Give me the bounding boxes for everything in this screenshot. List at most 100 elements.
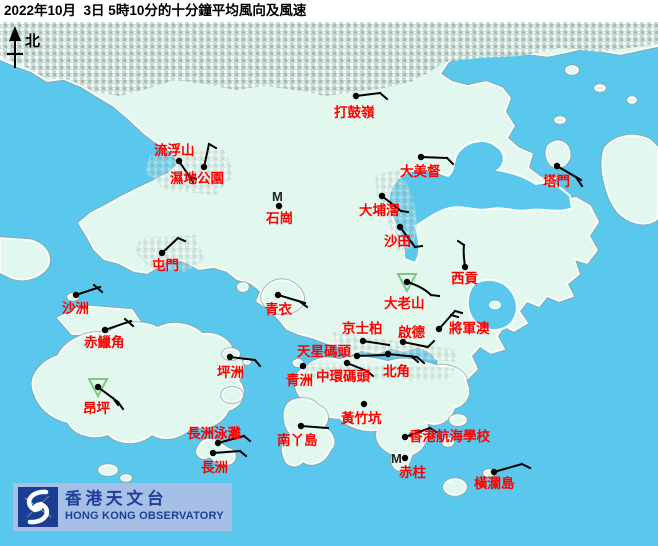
station-dot [299, 362, 307, 370]
wind-barb [74, 283, 104, 297]
station-dot [378, 192, 386, 200]
station-dot [200, 163, 208, 171]
wind-barb [276, 293, 309, 309]
hko-logo-icon [18, 487, 58, 527]
wind-barb [299, 424, 330, 430]
hko-banner: 香港天文台 HONG KONG OBSERVATORY [13, 483, 232, 531]
station-label-waglan-island: 橫瀾島 [474, 475, 515, 491]
station-dot [175, 157, 183, 165]
hko-name-en: HONG KONG OBSERVATORY [65, 510, 224, 522]
wind-barb [555, 164, 584, 188]
station-sha-chau [72, 283, 104, 299]
wind-barb [403, 426, 438, 439]
north-label: 北 [25, 33, 40, 50]
station-dot [352, 92, 360, 100]
station-dot [274, 291, 282, 299]
station-label-sai-kung: 西貢 [451, 271, 478, 286]
station-dot [297, 422, 305, 430]
station-dot [384, 350, 392, 358]
tolo-harbour [387, 140, 574, 265]
page-title: 2022年10月 3日 5時10分的十分鐘平均風向及風速 [0, 0, 658, 22]
station-sai-kung [456, 239, 469, 271]
station-ta-kwu-ling [352, 91, 389, 101]
station-label-chek-lap-kok: 赤鱲角 [84, 334, 125, 350]
station-label-stanley: 赤柱 [399, 464, 426, 480]
station-label-central-pier: 中環碼頭 [316, 368, 370, 384]
north-arrow: 北 [7, 26, 40, 68]
wind-barb [354, 91, 389, 101]
station-label-green-island: 青洲 [286, 372, 313, 388]
missing-data-flag: M [272, 189, 283, 204]
wind-barb [228, 355, 262, 368]
station-tai-po-kau [378, 192, 410, 214]
station-ngong-ping [87, 378, 125, 411]
station-chek-lap-kok [101, 317, 135, 334]
station-dot [401, 433, 409, 441]
station-star-ferry-pier [353, 352, 386, 360]
station-label-ta-kwu-ling: 打鼓嶺 [334, 104, 375, 120]
station-label-cheung-chau: 長洲 [201, 460, 228, 475]
station-label-tuen-mun: 屯門 [152, 257, 179, 273]
station-hk-sea-school [401, 426, 438, 441]
station-label-lamma-island: 南丫島 [277, 432, 318, 448]
station-label-tai-po-kau: 大埔滘 [359, 202, 400, 218]
wind-barb [380, 194, 410, 214]
wind-barb [355, 353, 386, 358]
wind-barb [96, 385, 125, 411]
station-wetland-park [200, 142, 218, 171]
station-dot [417, 153, 425, 161]
wind-barb [386, 352, 426, 365]
station-waglan-island [490, 462, 532, 476]
station-label-ngong-ping: 昂坪 [83, 401, 110, 416]
station-tuen-mun [158, 236, 187, 257]
wind-barb [398, 225, 424, 249]
station-lamma-island [297, 422, 330, 430]
station-label-star-ferry-pier: 天星碼頭 [297, 344, 351, 359]
station-label-peng-chau: 坪洲 [217, 365, 244, 380]
station-dot [461, 263, 469, 271]
station-label-sha-tin: 沙田 [384, 234, 411, 249]
station-label-tates-cairn: 大老山 [384, 295, 425, 311]
wind-barb [103, 317, 135, 332]
station-dot [396, 223, 404, 231]
station-dot [353, 352, 361, 360]
station-dot [72, 291, 80, 299]
wind-barb [211, 449, 248, 458]
wind-barb [361, 339, 391, 347]
station-label-sha-chau: 沙洲 [62, 301, 89, 316]
station-central-pier [343, 359, 375, 378]
station-dot [209, 449, 217, 457]
station-label-kai-tak: 啟德 [398, 324, 425, 340]
station-shek-kong [275, 202, 283, 210]
missing-data-flag: M [391, 451, 402, 466]
station-dot [490, 468, 498, 476]
wind-barb [437, 309, 464, 331]
station-wong-chuk-hang [360, 400, 368, 408]
station-label-tap-mun: 塔門 [543, 173, 570, 189]
station-tsing-yi [274, 291, 309, 309]
wind-barb [492, 462, 532, 474]
station-dot [403, 278, 411, 286]
station-dot [360, 400, 368, 408]
wind-barb [160, 236, 187, 255]
north-arrow-head [9, 26, 21, 41]
wind-barb [345, 361, 375, 378]
station-north-point [384, 350, 426, 365]
wind-barb [401, 339, 436, 349]
station-dot [399, 338, 407, 346]
station-cheung-chau [209, 449, 248, 458]
station-label-kings-park: 京士柏 [342, 320, 383, 336]
station-label-shek-kong: 石崗 [265, 210, 293, 226]
station-label-tsing-yi: 青衣 [265, 301, 292, 317]
station-tates-cairn [396, 273, 441, 298]
station-dot [359, 337, 367, 345]
station-tai-mei-tuk [417, 153, 455, 166]
station-label-wetland-park: 濕地公園 [170, 170, 224, 186]
station-kings-park [359, 337, 391, 347]
wind-barb [177, 159, 198, 184]
inland-waters [387, 140, 574, 332]
wind-barb [216, 434, 252, 445]
